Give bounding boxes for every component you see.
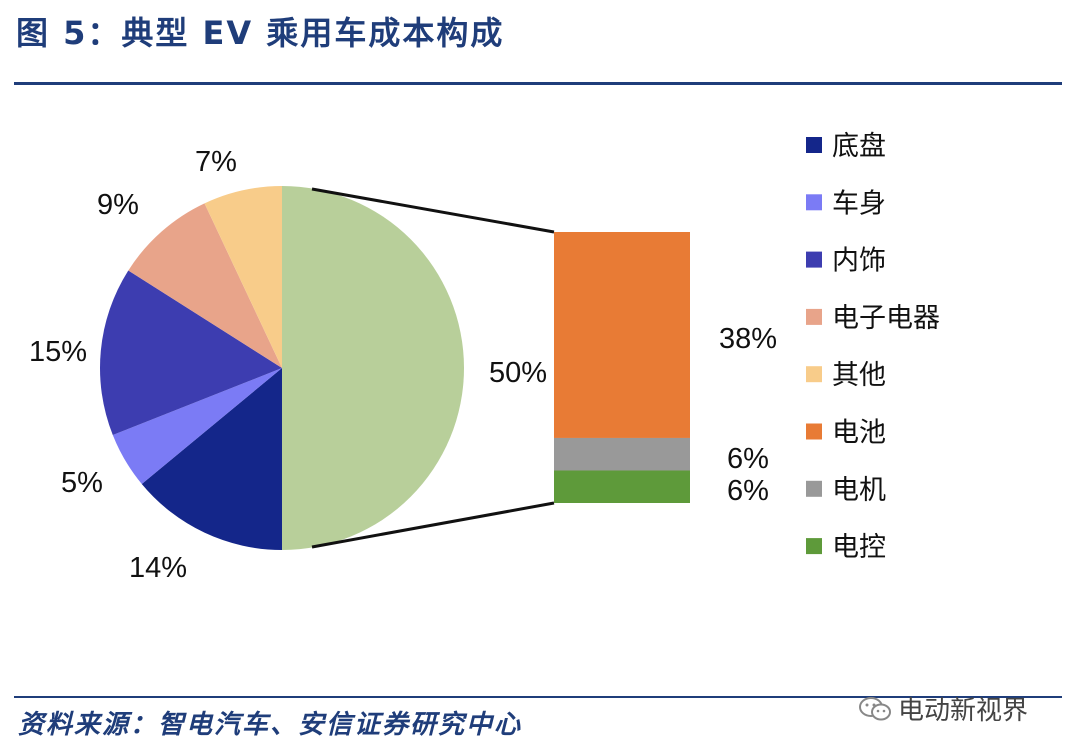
- bar-segment-1: [554, 232, 690, 438]
- title-divider: [14, 82, 1062, 85]
- legend-label-3: 内饰: [832, 246, 886, 277]
- legend-swatch-2: [806, 194, 822, 211]
- legend-swatch-4: [806, 308, 822, 325]
- legend-swatch-5: [806, 366, 822, 383]
- pie-label-4: 9%: [97, 189, 139, 221]
- pie-slice-2: [112, 368, 283, 485]
- pie-label-1: 14%: [129, 552, 187, 584]
- legend-label-8: 电控: [832, 532, 886, 563]
- bar-segment-3: [554, 470, 690, 503]
- legend-label-1: 底盘: [832, 131, 886, 162]
- pie-group: 14% 5% 15% 9% 7% 50%: [29, 146, 547, 584]
- bar-label-1: 38%: [719, 323, 777, 355]
- chart-title: 图 5：典型 EV 乘用车成本构成: [16, 14, 505, 52]
- pie-slice-5: [204, 186, 282, 368]
- wechat-icon: [859, 696, 891, 720]
- pie-slice-1: [141, 368, 282, 550]
- footer-divider: [14, 696, 1062, 698]
- legend-swatch-7: [806, 480, 822, 497]
- legend-label-6: 电池: [832, 418, 886, 449]
- pie-label-6: 50%: [489, 357, 547, 389]
- connector-top: [311, 187, 555, 234]
- legend-swatch-6: [806, 423, 822, 440]
- pie-label-2: 5%: [61, 467, 103, 499]
- legend-swatch-8: [806, 538, 822, 555]
- legend-swatch-3: [806, 251, 822, 268]
- connector-bottom: [311, 501, 555, 549]
- pie-slice-ev: [282, 186, 464, 550]
- legend-label-5: 其他: [832, 360, 886, 391]
- watermark-text: 电动新视界: [898, 696, 1029, 726]
- pie-of-bar-chart: 14% 5% 15% 9% 7% 50% 38% 6%6% 底盘车身内饰电子电器其他电池电机…: [29, 131, 940, 584]
- legend-label-2: 车身: [832, 188, 886, 219]
- pie-label-5: 7%: [195, 146, 237, 178]
- bar-label-2: 6%: [727, 443, 769, 475]
- watermark: 电动新视界: [858, 690, 1028, 727]
- legend-label-4: 电子电器: [832, 303, 940, 334]
- bar-segment-2: [554, 437, 690, 471]
- bar-label-3: 6%: [727, 475, 769, 507]
- legend-label-7: 电机: [832, 475, 886, 506]
- pie-slice-3: [99, 270, 282, 435]
- pie-label-3: 15%: [29, 336, 87, 368]
- breakdown-bar-group: 38% 6%6%: [311, 187, 777, 549]
- pie-slice-4: [128, 203, 282, 368]
- source-note: 资料来源：智电汽车、安信证券研究中心: [18, 710, 523, 740]
- legend-swatch-1: [806, 137, 822, 153]
